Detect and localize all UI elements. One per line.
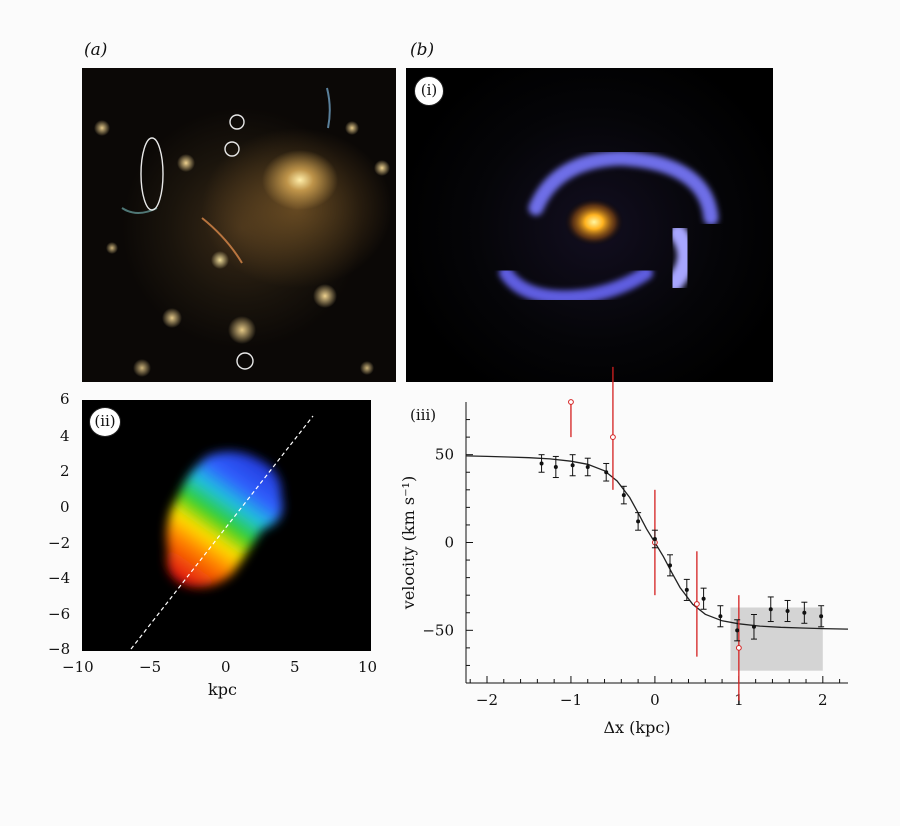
y-tick-label: −50 <box>422 621 454 639</box>
ii-ytick-5: −2 <box>48 534 71 552</box>
black-point <box>604 470 609 475</box>
selection-circle-3 <box>236 352 254 370</box>
black-point <box>621 493 626 498</box>
red-point <box>568 399 574 405</box>
black-point <box>768 607 773 612</box>
velocity-map: (ii) <box>82 400 371 651</box>
y-tick-label: 0 <box>444 534 454 552</box>
ring-arc-right <box>665 224 695 292</box>
selection-circle-1 <box>229 114 245 130</box>
ring-drawing <box>499 150 719 305</box>
black-point <box>785 608 790 613</box>
ring-arc-upper <box>528 150 719 226</box>
ring-arc-lower <box>499 266 653 305</box>
red-point <box>610 434 616 441</box>
ii-xtick-4: 5 <box>290 658 300 676</box>
ii-xtick-3: 0 <box>221 658 231 676</box>
black-point <box>553 464 558 469</box>
galaxy-cluster-image <box>82 68 396 382</box>
panel-a-label: (a) <box>84 40 108 60</box>
black-point <box>819 614 824 619</box>
black-point <box>751 624 756 629</box>
ii-ytick-6: −4 <box>48 569 71 587</box>
black-point <box>684 587 689 592</box>
sub-panel-iii-label: (iii) <box>410 406 436 424</box>
lens-galaxy-core <box>564 198 624 246</box>
sub-panel-ii-label: (ii) <box>89 407 121 437</box>
black-point <box>636 519 641 524</box>
x-tick-label: −2 <box>476 691 498 709</box>
red-point <box>735 644 742 651</box>
black-point <box>652 536 657 541</box>
ii-xlabel: kpc <box>208 680 237 699</box>
x-tick-label: 2 <box>818 691 828 709</box>
selection-circle-2 <box>224 141 240 157</box>
ii-xtick-1: −10 <box>62 658 94 676</box>
ii-ytick-2: 4 <box>60 427 70 445</box>
y-tick-label: 50 <box>435 446 454 464</box>
red-point <box>693 601 700 607</box>
ii-ytick-4: 0 <box>60 498 70 516</box>
black-point <box>539 461 544 466</box>
cluster-overlay <box>121 87 331 370</box>
black-point <box>570 463 575 468</box>
velocity-map-drawing <box>130 415 314 650</box>
black-point <box>718 614 723 619</box>
lensed-ring-image: (i) <box>406 68 773 382</box>
sub-panel-i-label: (i) <box>414 76 444 106</box>
y-axis-label: velocity (km s⁻¹) <box>399 476 418 610</box>
black-point <box>668 563 673 568</box>
black-point <box>585 464 590 469</box>
x-tick-label: −1 <box>560 691 582 709</box>
selection-ellipse <box>140 137 164 211</box>
major-axis-line <box>130 415 314 650</box>
ii-ytick-3: 2 <box>60 462 70 480</box>
ii-xtick-5: 10 <box>358 658 378 676</box>
black-point <box>701 596 706 601</box>
x-tick-label: 0 <box>650 691 660 709</box>
ii-ytick-7: −6 <box>48 605 71 623</box>
ii-ytick-8: −8 <box>48 640 71 658</box>
shaded-region <box>730 607 823 671</box>
x-axis-label: Δx (kpc) <box>603 718 670 737</box>
velocity-blob <box>166 451 283 588</box>
ii-ytick-1: 6 <box>60 390 70 408</box>
panel-b-label: (b) <box>410 40 435 60</box>
ii-xtick-2: −5 <box>139 658 162 676</box>
black-point <box>735 628 740 633</box>
black-point <box>802 610 807 615</box>
